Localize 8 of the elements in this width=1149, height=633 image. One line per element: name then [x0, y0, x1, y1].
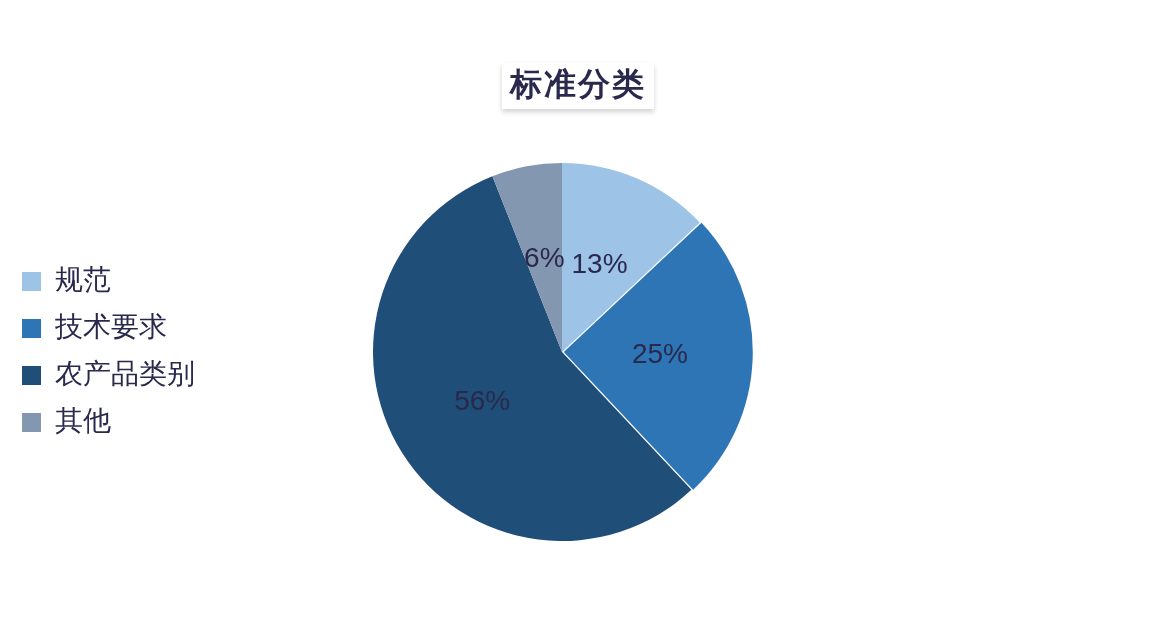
legend-label: 规范 — [55, 264, 111, 296]
legend-label: 技术要求 — [54, 311, 167, 343]
data-label: 6% — [524, 241, 565, 273]
chart-title: 标准分类 — [502, 63, 654, 109]
data-label: 13% — [571, 247, 628, 279]
data-label: 25% — [631, 337, 688, 369]
legend-label: 农产品类别 — [55, 358, 195, 390]
legend-label: 其他 — [55, 405, 111, 437]
